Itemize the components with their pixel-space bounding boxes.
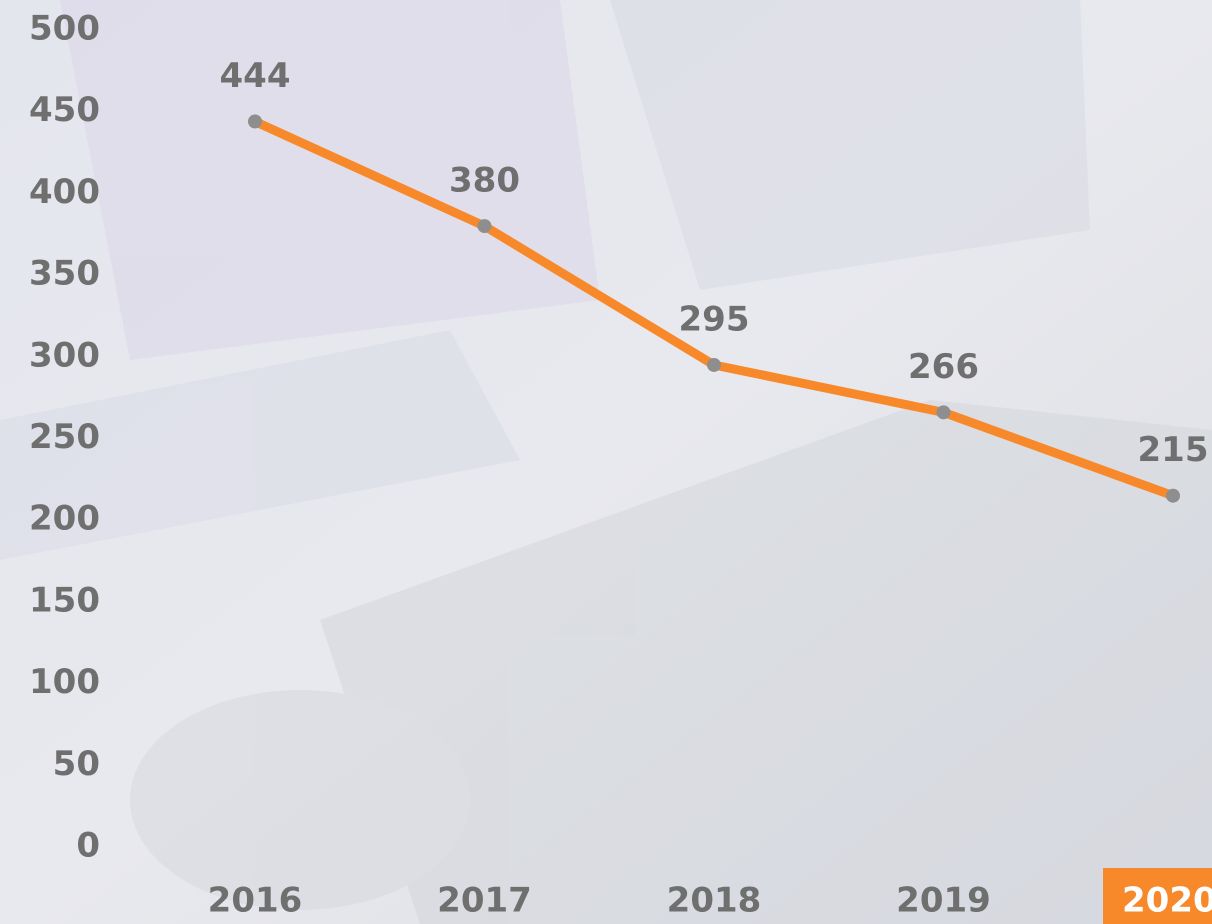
y-tick-label: 200: [29, 499, 100, 539]
x-tick-label: 2017: [437, 881, 532, 921]
y-tick-label: 150: [29, 580, 100, 620]
y-tick-label: 350: [29, 254, 100, 294]
point: [248, 115, 262, 129]
y-tick-label: 400: [29, 172, 100, 212]
y-tick-label: 250: [29, 417, 100, 457]
y-tick-label: 500: [29, 9, 100, 49]
data-label: 266: [908, 347, 979, 387]
data-label: 380: [449, 161, 520, 201]
point: [937, 405, 951, 419]
data-label: 444: [220, 56, 291, 96]
x-tick-label: 2018: [667, 881, 762, 921]
data-label: 295: [679, 299, 750, 339]
y-tick-label: 50: [53, 744, 100, 784]
x-tick-label: 2019: [896, 881, 991, 921]
y-tick-label: 0: [76, 826, 100, 866]
data-label: 215: [1138, 430, 1209, 470]
point: [478, 219, 492, 233]
y-tick-label: 450: [29, 90, 100, 130]
y-tick-label: 100: [29, 662, 100, 702]
page: 0 50 100 150 200 250 300 350 400 450 500 2016 2017 20…: [0, 0, 1212, 924]
x-tick-label: 2020: [1122, 881, 1212, 921]
x-tick-label: 2016: [208, 881, 303, 921]
point: [1166, 489, 1180, 503]
y-tick-label: 300: [29, 335, 100, 375]
point: [707, 358, 721, 372]
chart: 0 50 100 150 200 250 300 350 400 450 500 2016 2017 20…: [0, 0, 1212, 924]
